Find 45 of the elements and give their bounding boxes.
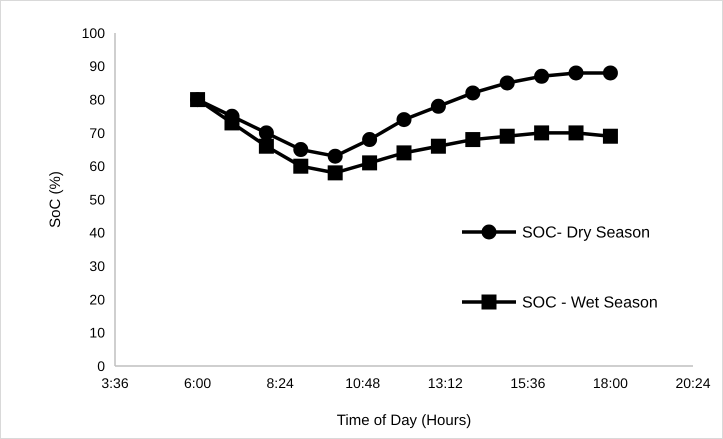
point (328, 148, 343, 164)
y-tick-label: 100 (82, 24, 106, 41)
point (602, 65, 618, 80)
point (396, 112, 412, 128)
point (328, 165, 343, 180)
y-tick-label: 60 (89, 158, 106, 174)
point (500, 75, 515, 90)
x-tick-label: 10:48 (345, 375, 380, 391)
x-axis-title: Time of Day (Hours) (336, 412, 472, 429)
point (430, 138, 446, 154)
y-axis-title: SoC (%) (47, 171, 64, 228)
y-tick-label: 90 (89, 58, 106, 74)
y-tick-label: 40 (89, 224, 106, 241)
point (534, 125, 550, 140)
x-tick-label: 20:24 (675, 375, 711, 391)
point (568, 65, 584, 80)
point (465, 85, 480, 100)
point (258, 125, 274, 140)
y-tick-label: 10 (89, 324, 106, 341)
point (430, 98, 446, 114)
point (258, 138, 274, 154)
x-tick-label: 6:00 (184, 375, 212, 391)
y-tick-label: 50 (89, 191, 106, 208)
point (500, 128, 515, 144)
x-tick-label: 15:36 (510, 375, 546, 391)
point (602, 128, 618, 144)
point (362, 155, 378, 170)
legend-label: SOC - Wet Season (522, 294, 658, 312)
point (362, 132, 378, 148)
x-tick-label: 18:00 (592, 375, 628, 391)
y-tick-label: 20 (89, 291, 106, 308)
x-tick-label: 8:24 (266, 375, 294, 391)
point (293, 158, 308, 174)
point (465, 132, 480, 148)
y-tick-label: 30 (89, 258, 106, 274)
x-tick-label: 13:12 (428, 375, 464, 391)
legend-label: SOC- Dry Season (522, 224, 650, 242)
y-tick-label: 0 (97, 358, 106, 374)
point (568, 125, 584, 140)
y-tick-label: 70 (89, 124, 106, 141)
point (293, 142, 308, 158)
y-tick-label: 80 (89, 92, 106, 108)
x-tick-label: 3:36 (101, 375, 129, 391)
point (534, 68, 550, 84)
point (396, 145, 412, 160)
